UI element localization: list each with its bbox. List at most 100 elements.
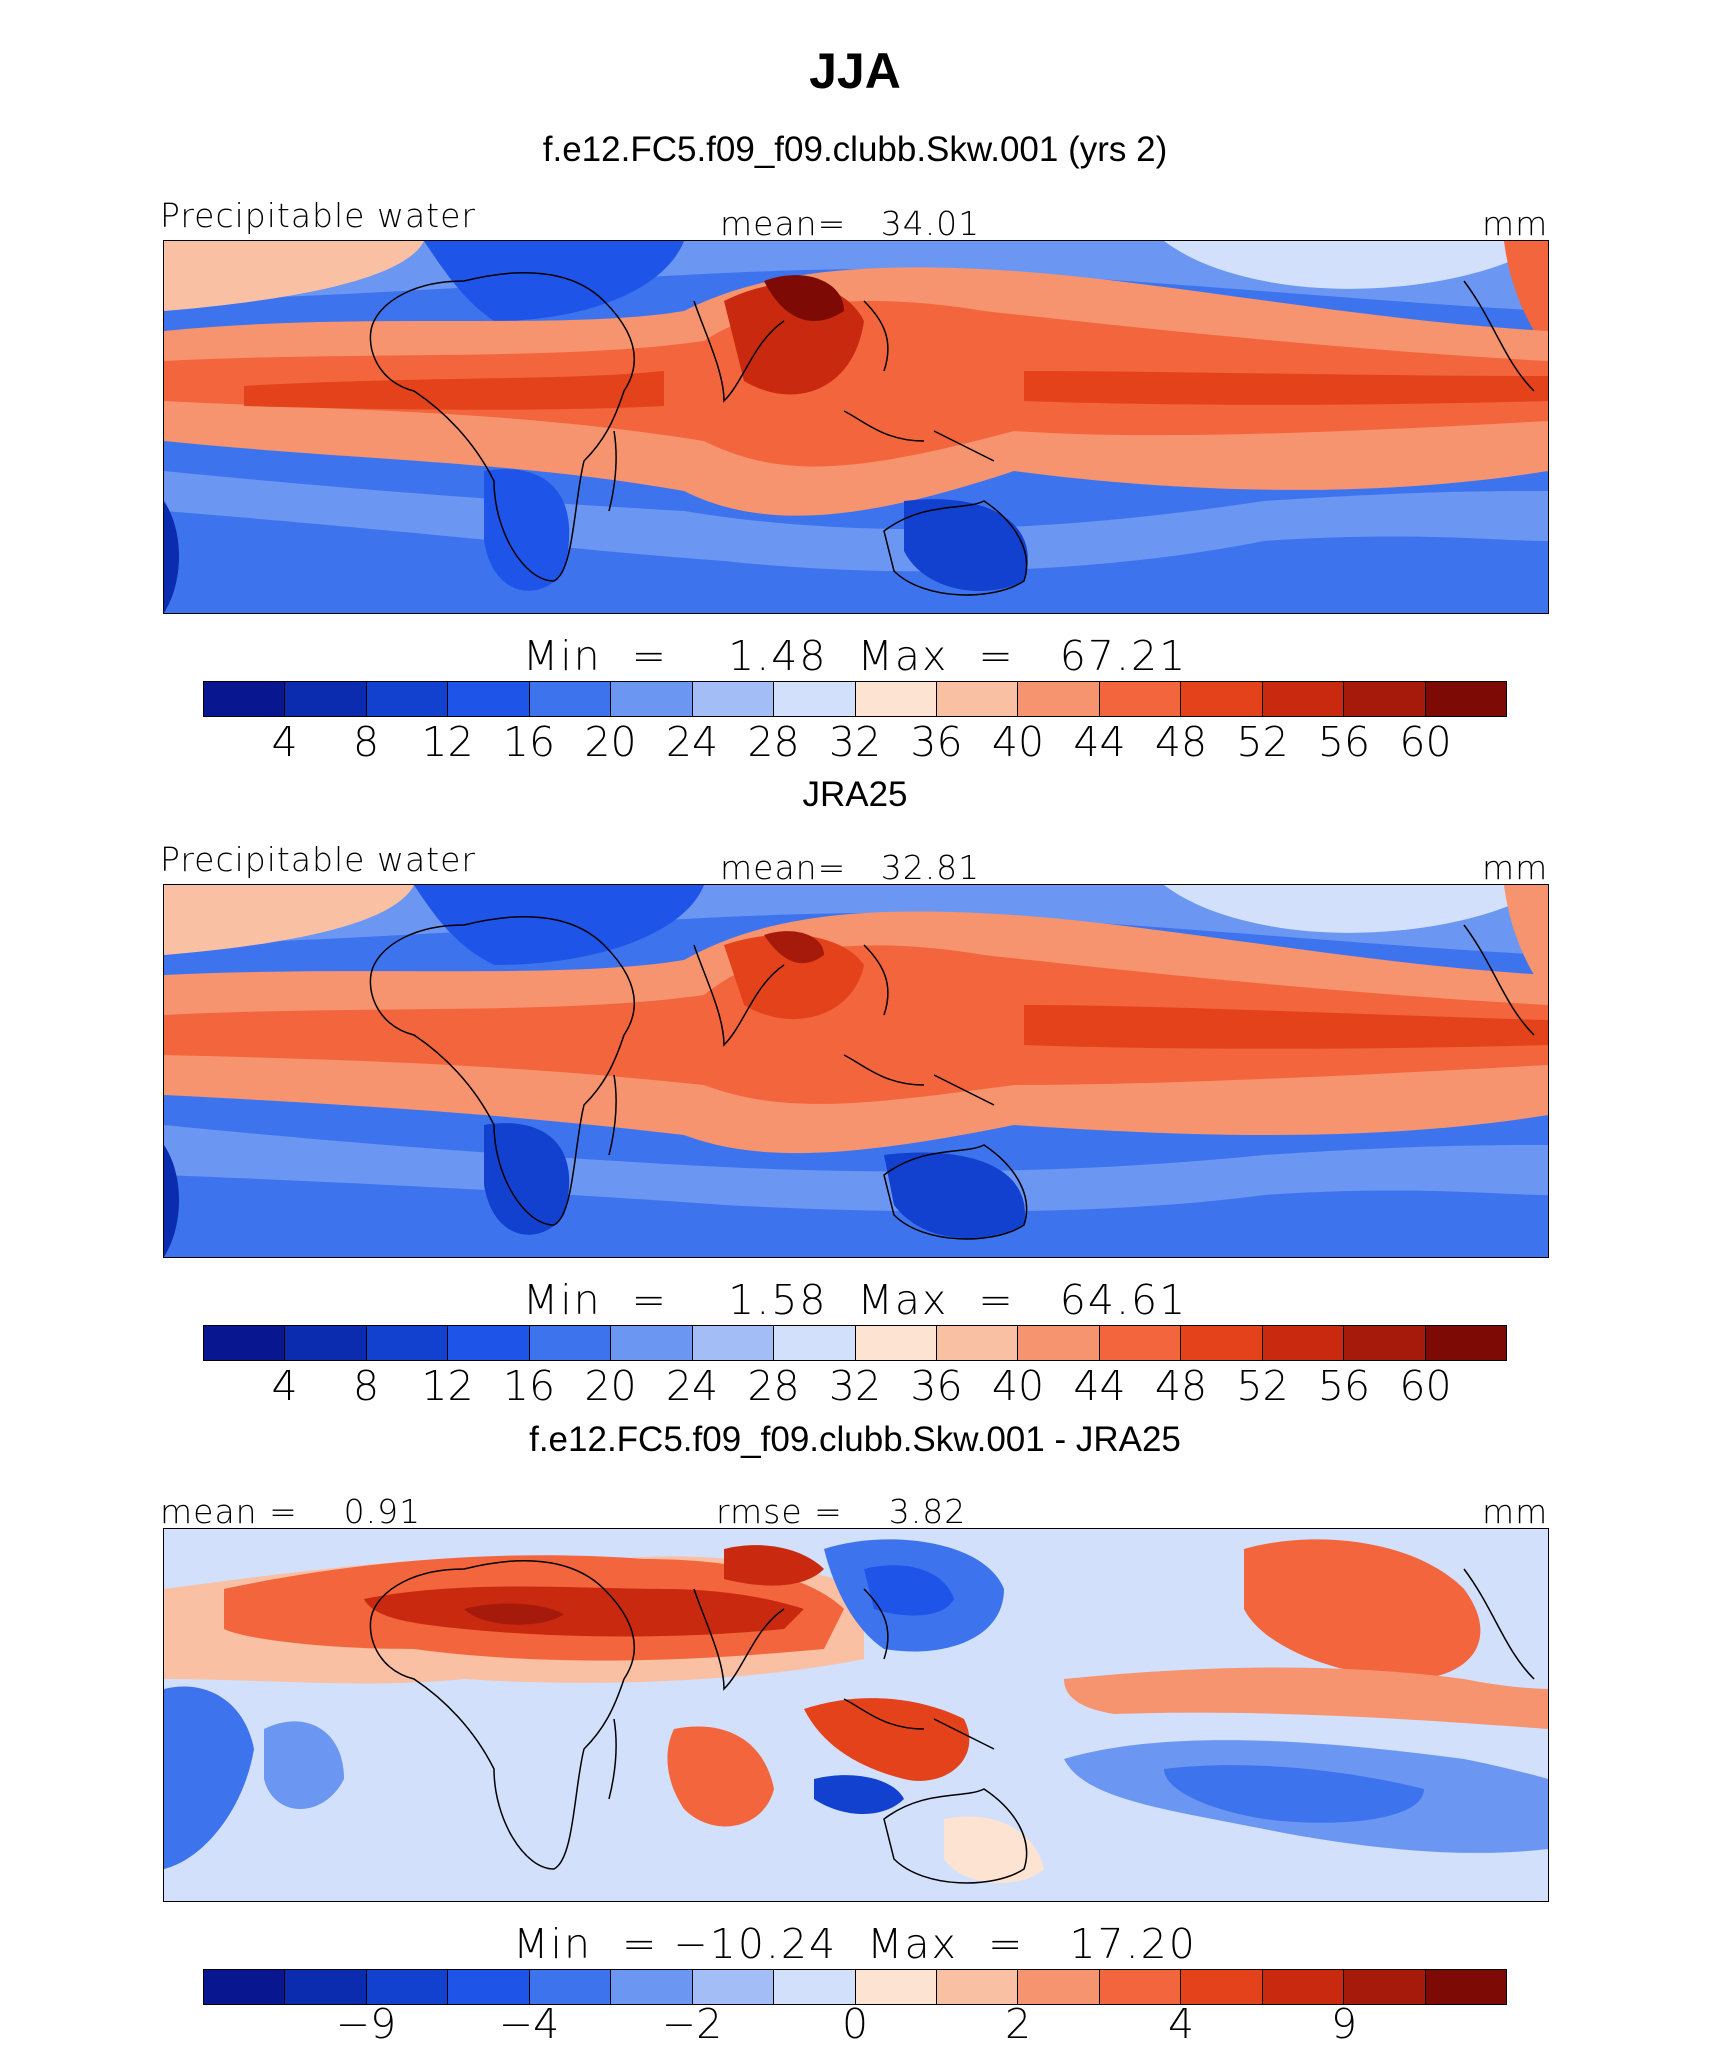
colorbar-swatch xyxy=(366,1326,449,1360)
panel-3-map-field xyxy=(164,1529,1548,1901)
panel-1-header: f.e12.FC5.f09_f09.clubb.Skw.001 (yrs 2) xyxy=(542,130,1168,169)
colorbar-tick-label: 52 xyxy=(1236,718,1289,766)
colorbar-swatch xyxy=(448,1970,530,2004)
colorbar-swatch xyxy=(855,682,937,716)
panel-1-map xyxy=(163,240,1549,614)
colorbar-tick-label: 44 xyxy=(1073,718,1126,766)
colorbar-tick-label: 32 xyxy=(828,718,882,766)
colorbar-swatch xyxy=(936,1326,1019,1360)
colorbar-tick-label: 4 xyxy=(271,1362,298,1410)
panel-2-colorbar xyxy=(203,1325,1507,1361)
panel-3-rmse-label: rmse = 3.82 xyxy=(716,1492,967,1531)
colorbar-swatch xyxy=(692,1326,775,1360)
colorbar-tick-label: 12 xyxy=(421,718,474,766)
colorbar-swatch xyxy=(1344,1326,1426,1360)
colorbar-swatch xyxy=(1181,1970,1263,2004)
colorbar-swatch xyxy=(366,1970,449,2004)
colorbar-swatch xyxy=(1425,682,1506,716)
colorbar-swatch xyxy=(1181,1326,1263,1360)
colorbar-tick-label: 12 xyxy=(421,1362,474,1410)
panel-2-mean-label: mean= 32.81 xyxy=(720,848,981,887)
panel-2-variable-label: Precipitable water xyxy=(160,840,476,879)
panel-3-header: f.e12.FC5.f09_f09.clubb.Skw.001 - JRA25 xyxy=(529,1420,1181,1459)
colorbar-tick-label: 8 xyxy=(352,718,380,766)
colorbar-swatch xyxy=(204,1326,286,1360)
panel-1-map-field xyxy=(164,241,1548,613)
colorbar-swatch xyxy=(1262,1970,1345,2004)
colorbar-tick-label: 40 xyxy=(991,1362,1045,1410)
panel-1-colorbar xyxy=(203,681,1507,717)
colorbar-swatch xyxy=(1344,682,1426,716)
colorbar-tick-label: 60 xyxy=(1399,1362,1452,1410)
colorbar-swatch xyxy=(366,682,449,716)
colorbar-swatch xyxy=(448,1326,530,1360)
panel-2-map xyxy=(163,884,1549,1258)
colorbar-tick-label: 56 xyxy=(1317,718,1371,766)
colorbar-swatch xyxy=(774,1326,856,1360)
colorbar-tick-label: 8 xyxy=(352,1362,380,1410)
colorbar-swatch xyxy=(1018,1326,1100,1360)
colorbar-tick-label: −2 xyxy=(661,2000,723,2048)
page-title: JJA xyxy=(809,43,901,99)
panel-3-units-label: mm xyxy=(1482,1492,1549,1531)
colorbar-tick-label: 40 xyxy=(991,718,1045,766)
colorbar-tick-label: 44 xyxy=(1073,1362,1126,1410)
colorbar-swatch xyxy=(1099,1326,1182,1360)
colorbar-tick-label: 48 xyxy=(1154,718,1208,766)
colorbar-swatch xyxy=(1018,682,1100,716)
colorbar-swatch xyxy=(774,682,856,716)
colorbar-tick-label: 28 xyxy=(747,1362,800,1410)
colorbar-swatch xyxy=(1262,1326,1345,1360)
colorbar-swatch xyxy=(529,682,612,716)
colorbar-swatch xyxy=(774,1970,856,2004)
colorbar-swatch xyxy=(1018,1970,1100,2004)
panel-1-colorbar-ticks: 4 8 12 16 20 24 28 32 36 40 44 48 52 56 … xyxy=(0,718,1710,768)
colorbar-swatch xyxy=(855,1326,937,1360)
colorbar-swatch xyxy=(529,1326,612,1360)
colorbar-swatch xyxy=(936,682,1019,716)
colorbar-swatch xyxy=(529,1970,612,2004)
colorbar-tick-label: 24 xyxy=(665,1362,719,1410)
colorbar-tick-label: 60 xyxy=(1399,718,1452,766)
panel-2-colorbar-ticks: 4 8 12 16 20 24 28 32 36 40 44 48 52 56 … xyxy=(0,1362,1710,1412)
colorbar-swatch xyxy=(285,1970,367,2004)
panel-2-header: JRA25 xyxy=(802,775,908,814)
colorbar-swatch xyxy=(1425,1970,1506,2004)
colorbar-swatch xyxy=(855,1970,937,2004)
colorbar-swatch xyxy=(1099,1970,1182,2004)
colorbar-tick-label: 36 xyxy=(910,718,963,766)
panel-1-min-max: Min = 1.48 Max = 67.21 xyxy=(522,632,1188,680)
panel-2-map-field xyxy=(164,885,1548,1257)
colorbar-tick-label: 2 xyxy=(1004,2000,1032,2048)
colorbar-swatch xyxy=(611,1970,693,2004)
colorbar-tick-label: 20 xyxy=(584,718,637,766)
colorbar-swatch xyxy=(936,1970,1019,2004)
colorbar-tick-label: −4 xyxy=(498,2000,560,2048)
colorbar-swatch xyxy=(611,682,693,716)
colorbar-swatch xyxy=(1425,1326,1506,1360)
panel-1-units-label: mm xyxy=(1482,204,1549,243)
panel-3-colorbar-ticks: −9 −4 −2 0 2 4 9 xyxy=(0,2000,1710,2048)
panel-2-min-max: Min = 1.58 Max = 64.61 xyxy=(522,1276,1188,1324)
colorbar-tick-label: 16 xyxy=(502,1362,556,1410)
colorbar-swatch xyxy=(692,1970,775,2004)
colorbar-tick-label: 56 xyxy=(1317,1362,1371,1410)
colorbar-tick-label: 48 xyxy=(1154,1362,1208,1410)
colorbar-swatch xyxy=(1262,682,1345,716)
colorbar-swatch xyxy=(1181,682,1263,716)
colorbar-tick-label: 4 xyxy=(271,718,298,766)
colorbar-swatch xyxy=(285,682,367,716)
colorbar-tick-label: 0 xyxy=(841,2000,869,2048)
colorbar-tick-label: 28 xyxy=(747,718,800,766)
colorbar-swatch xyxy=(1099,682,1182,716)
colorbar-tick-label: 24 xyxy=(665,718,719,766)
colorbar-tick-label: 16 xyxy=(502,718,556,766)
colorbar-tick-label: 52 xyxy=(1236,1362,1289,1410)
colorbar-swatch xyxy=(204,1970,286,2004)
colorbar-tick-label: 4 xyxy=(1167,2000,1195,2048)
colorbar-swatch xyxy=(448,682,530,716)
colorbar-tick-label: 9 xyxy=(1330,2000,1358,2048)
colorbar-tick-label: −9 xyxy=(335,2000,397,2048)
colorbar-swatch xyxy=(692,682,775,716)
panel-1-variable-label: Precipitable water xyxy=(160,196,476,235)
